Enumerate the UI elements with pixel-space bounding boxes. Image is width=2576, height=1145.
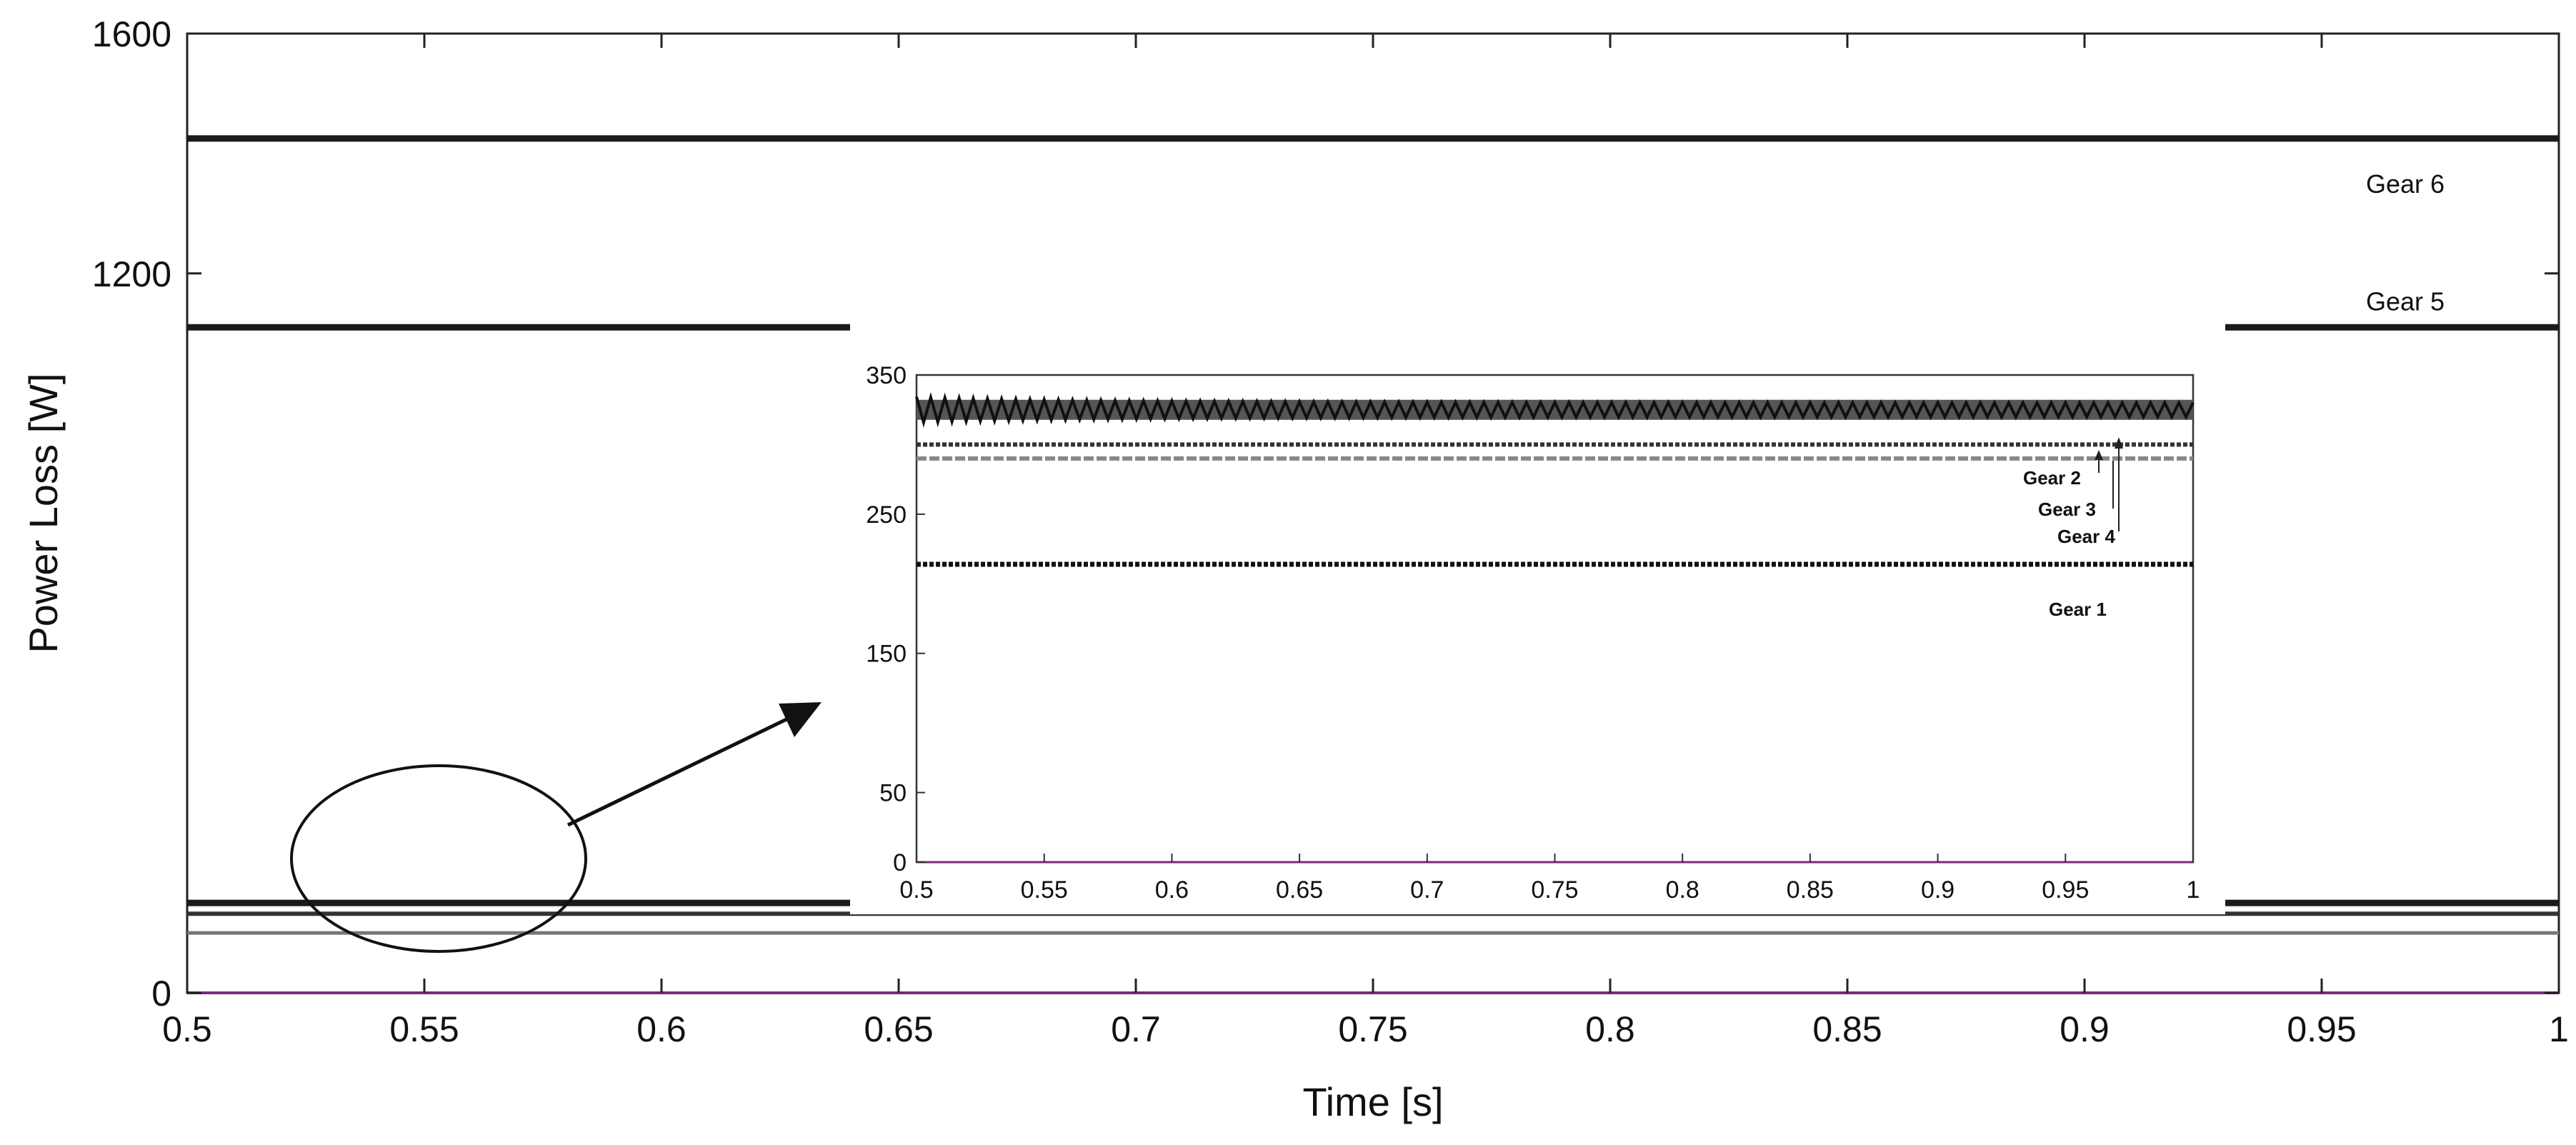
inset-series-gear-4 — [915, 391, 2195, 428]
inset-x-tick-label: 0.65 — [1276, 876, 1323, 904]
main-y-axis-label: Power Loss [W] — [21, 373, 66, 653]
inset-annotation-gear-3: Gear 3 — [2038, 499, 2096, 520]
main-y-tick-label: 1200 — [92, 254, 171, 294]
inset-x-tick-label: 0.6 — [1155, 876, 1189, 904]
inset-annotation-gear-4: Gear 4 — [2057, 526, 2115, 547]
zoom-ellipse — [290, 764, 587, 953]
main-x-tick-label: 0.85 — [1812, 1009, 1882, 1049]
inset-x-tick-label: 0.55 — [1021, 876, 1068, 904]
inset-x-tick-label: 0.8 — [1666, 876, 1699, 904]
inset-x-tick-label: 1 — [2187, 876, 2200, 904]
inset-x-tick-label: 0.75 — [1531, 876, 1578, 904]
main-x-axis-label: Time [s] — [1302, 1079, 1443, 1124]
main-label-gear-6: Gear 6 — [2366, 169, 2445, 199]
main-x-tick-label: 0.95 — [2287, 1009, 2356, 1049]
inset-annotation-gear-1: Gear 1 — [2049, 599, 2107, 620]
main-x-tick-label: 0.9 — [2060, 1009, 2110, 1049]
main-x-tick-label: 0.5 — [162, 1009, 212, 1049]
main-label-gear-5: Gear 5 — [2366, 286, 2445, 316]
main-y-tick-label: 1600 — [92, 14, 171, 54]
inset-leader-arrow-gear-2 — [2095, 450, 2103, 460]
inset-y-tick-label: 0 — [893, 849, 907, 876]
main-x-tick-label: 1 — [2549, 1009, 2569, 1049]
main-x-tick-label: 0.6 — [636, 1009, 687, 1049]
inset-annotation-gear-2: Gear 2 — [2023, 467, 2081, 489]
inset-y-tick-label: 50 — [879, 780, 907, 807]
inset-y-tick-label: 350 — [866, 362, 907, 389]
main-y-tick-label: 0 — [151, 974, 171, 1014]
inset-y-tick-label: 150 — [866, 641, 907, 668]
main-x-tick-label: 0.8 — [1585, 1009, 1635, 1049]
main-x-tick-label: 0.55 — [389, 1009, 459, 1049]
inset-x-tick-label: 0.9 — [1921, 876, 1955, 904]
inset-plot-frame — [915, 374, 2195, 864]
inset-x-tick-label: 0.5 — [899, 876, 933, 904]
inset-x-tick-label: 0.95 — [2042, 876, 2089, 904]
inset-leader-arrow-gear-4 — [2115, 437, 2123, 449]
zoom-arrow — [566, 707, 809, 827]
inset-x-tick-label: 0.85 — [1787, 876, 1834, 904]
inset-plot: 0.5 0.55 0.6 0.65 0.7 0.75 0.8 0.85 0.9 0.95 1 0 50 1… — [850, 321, 2225, 914]
inset-x-tick-label: 0.7 — [1410, 876, 1444, 904]
inset-y-tick-label: 250 — [866, 501, 907, 529]
main-x-tick-label: 0.7 — [1111, 1009, 1161, 1049]
main-x-tick-label: 0.75 — [1338, 1009, 1407, 1049]
main-x-tick-label: 0.65 — [864, 1009, 933, 1049]
zoom-arrowhead — [779, 702, 822, 737]
